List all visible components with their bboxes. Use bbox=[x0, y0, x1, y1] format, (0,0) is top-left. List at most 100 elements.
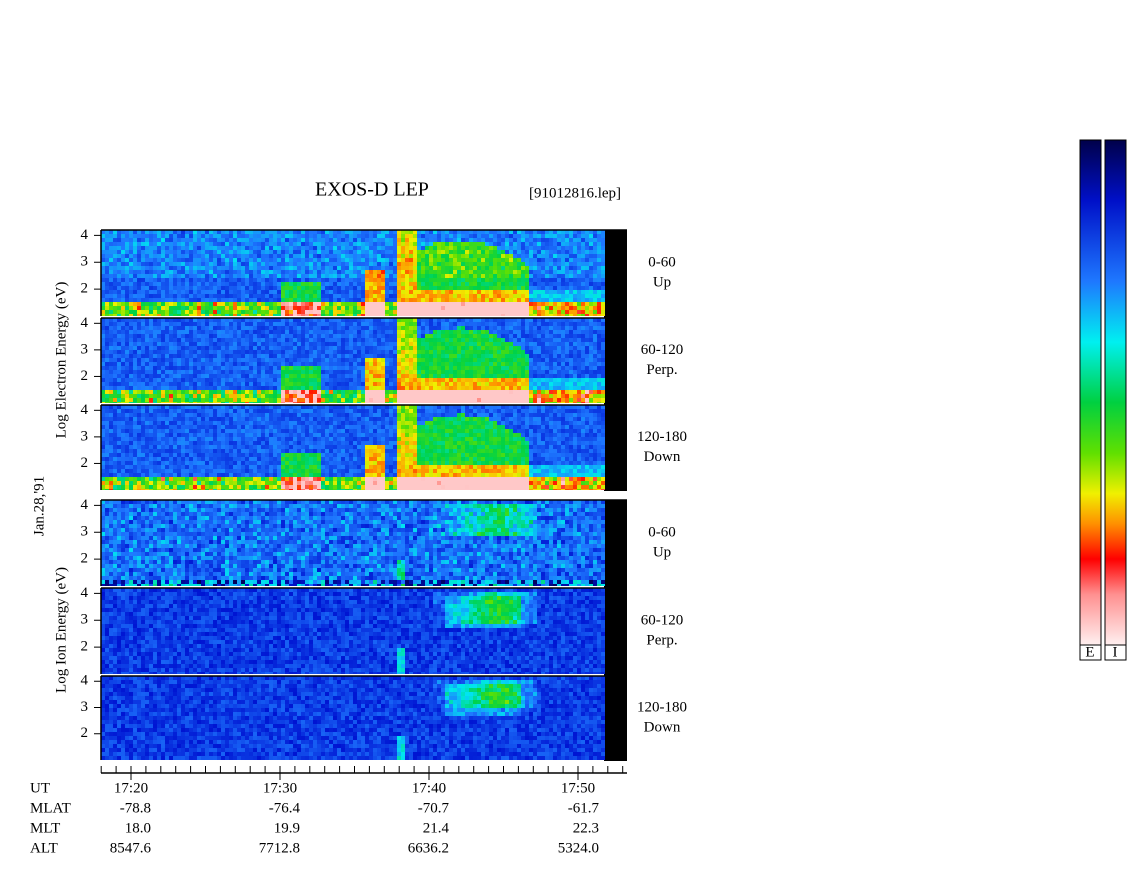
spectrogram-cell bbox=[401, 234, 405, 238]
spectrogram-cell bbox=[337, 398, 341, 402]
spectrogram-cell bbox=[341, 378, 345, 382]
spectrogram-cell bbox=[293, 366, 297, 370]
spectrogram-cell bbox=[181, 334, 185, 338]
spectrogram-cell bbox=[381, 398, 385, 402]
spectrogram-cell bbox=[373, 278, 377, 282]
spectrogram-cell bbox=[493, 398, 497, 402]
spectrogram-cell bbox=[441, 354, 445, 358]
spectrogram-cell bbox=[285, 358, 289, 362]
spectrogram-cell bbox=[573, 230, 577, 234]
spectrogram-cell bbox=[281, 234, 285, 238]
spectrogram-cell bbox=[425, 386, 429, 390]
spectrogram-cell bbox=[253, 338, 257, 342]
spectrogram-cell bbox=[281, 282, 285, 286]
spectrogram-cell bbox=[249, 270, 253, 274]
spectrogram-cell bbox=[253, 334, 257, 338]
spectrogram-cell bbox=[169, 374, 173, 378]
spectrogram-cell bbox=[345, 366, 349, 370]
spectrogram-cell bbox=[369, 278, 373, 282]
spectrogram-cell bbox=[345, 306, 349, 310]
spectrogram-cell bbox=[209, 310, 213, 314]
spectrogram-cell bbox=[525, 290, 529, 294]
spectrogram-cell bbox=[413, 230, 417, 234]
spectrogram-cell bbox=[577, 242, 581, 246]
spectrogram-cell bbox=[349, 394, 353, 398]
spectrogram-cell bbox=[577, 302, 581, 306]
spectrogram-cell bbox=[497, 250, 501, 254]
spectrogram-cell bbox=[117, 282, 121, 286]
spectrogram-cell bbox=[197, 394, 201, 398]
spectrogram-cell bbox=[193, 362, 197, 366]
spectrogram-cell bbox=[413, 250, 417, 254]
spectrogram-cell bbox=[601, 302, 605, 306]
spectrogram-cell bbox=[445, 318, 449, 322]
spectrogram-cell bbox=[229, 294, 233, 298]
spectrogram-cell bbox=[181, 326, 185, 330]
spectrogram-cell bbox=[449, 334, 453, 338]
spectrogram-cell bbox=[389, 242, 393, 246]
spectrogram-cell bbox=[441, 338, 445, 342]
spectrogram-cell bbox=[177, 266, 181, 270]
spectrogram-cell bbox=[481, 282, 485, 286]
spectrogram-cell bbox=[281, 374, 285, 378]
spectrogram-cell bbox=[465, 354, 469, 358]
spectrogram-cell bbox=[405, 246, 409, 250]
spectrogram-cell bbox=[121, 254, 125, 258]
spectrogram-cell bbox=[105, 262, 109, 266]
spectrogram-cell bbox=[397, 302, 401, 306]
spectrogram-cell bbox=[249, 238, 253, 242]
spectrogram-cell bbox=[165, 398, 169, 402]
spectrogram-cell bbox=[289, 290, 293, 294]
spectrogram-cell bbox=[309, 262, 313, 266]
spectrogram-cell bbox=[265, 246, 269, 250]
spectrogram-cell bbox=[341, 370, 345, 374]
spectrogram-cell bbox=[157, 254, 161, 258]
spectrogram-cell bbox=[581, 242, 585, 246]
spectrogram-cell bbox=[533, 306, 537, 310]
spectrogram-cell bbox=[169, 230, 173, 234]
spectrogram-cell bbox=[465, 242, 469, 246]
spectrogram-cell bbox=[305, 362, 309, 366]
spectrogram-cell bbox=[541, 238, 545, 242]
spectrogram-cell bbox=[309, 298, 313, 302]
spectrogram-cell bbox=[489, 266, 493, 270]
spectrogram-cell bbox=[369, 354, 373, 358]
spectrogram-cell bbox=[113, 350, 117, 354]
spectrogram-cell bbox=[345, 286, 349, 290]
spectrogram-cell bbox=[269, 302, 273, 306]
spectrogram-cell bbox=[585, 310, 589, 314]
spectrogram-cell bbox=[533, 254, 537, 258]
spectrogram-cell bbox=[369, 262, 373, 266]
spectrogram-cell bbox=[493, 238, 497, 242]
spectrogram-cell bbox=[397, 250, 401, 254]
spectrogram-cell bbox=[509, 250, 513, 254]
spectrogram-cell bbox=[177, 346, 181, 350]
spectrogram-cell bbox=[581, 282, 585, 286]
spectrogram-cell bbox=[137, 394, 141, 398]
spectrogram-cell bbox=[113, 242, 117, 246]
spectrogram-cell bbox=[525, 310, 529, 314]
spectrogram-cell bbox=[241, 278, 245, 282]
spectrogram-cell bbox=[421, 258, 425, 262]
spectrogram-cell bbox=[249, 290, 253, 294]
spectrogram-cell bbox=[449, 398, 453, 402]
spectrogram-cell bbox=[261, 306, 265, 310]
spectrogram-cell bbox=[337, 386, 341, 390]
spectrogram-cell bbox=[353, 238, 357, 242]
spectrogram-cell bbox=[465, 362, 469, 366]
spectrogram-cell bbox=[101, 250, 105, 254]
spectrogram-cell bbox=[305, 258, 309, 262]
spectrogram-cell bbox=[445, 286, 449, 290]
spectrogram-cell bbox=[385, 382, 389, 386]
spectrogram-cell bbox=[177, 318, 181, 322]
spectrogram-cell bbox=[345, 342, 349, 346]
spectrogram-cell bbox=[517, 250, 521, 254]
spectrogram-cell bbox=[329, 230, 333, 234]
spectrogram-cell bbox=[245, 246, 249, 250]
spectrogram-cell bbox=[353, 386, 357, 390]
spectrogram-cell bbox=[361, 370, 365, 374]
spectrogram-cell bbox=[153, 330, 157, 334]
spectrogram-cell bbox=[197, 246, 201, 250]
spectrogram-cell bbox=[145, 230, 149, 234]
spectrogram-cell bbox=[145, 234, 149, 238]
